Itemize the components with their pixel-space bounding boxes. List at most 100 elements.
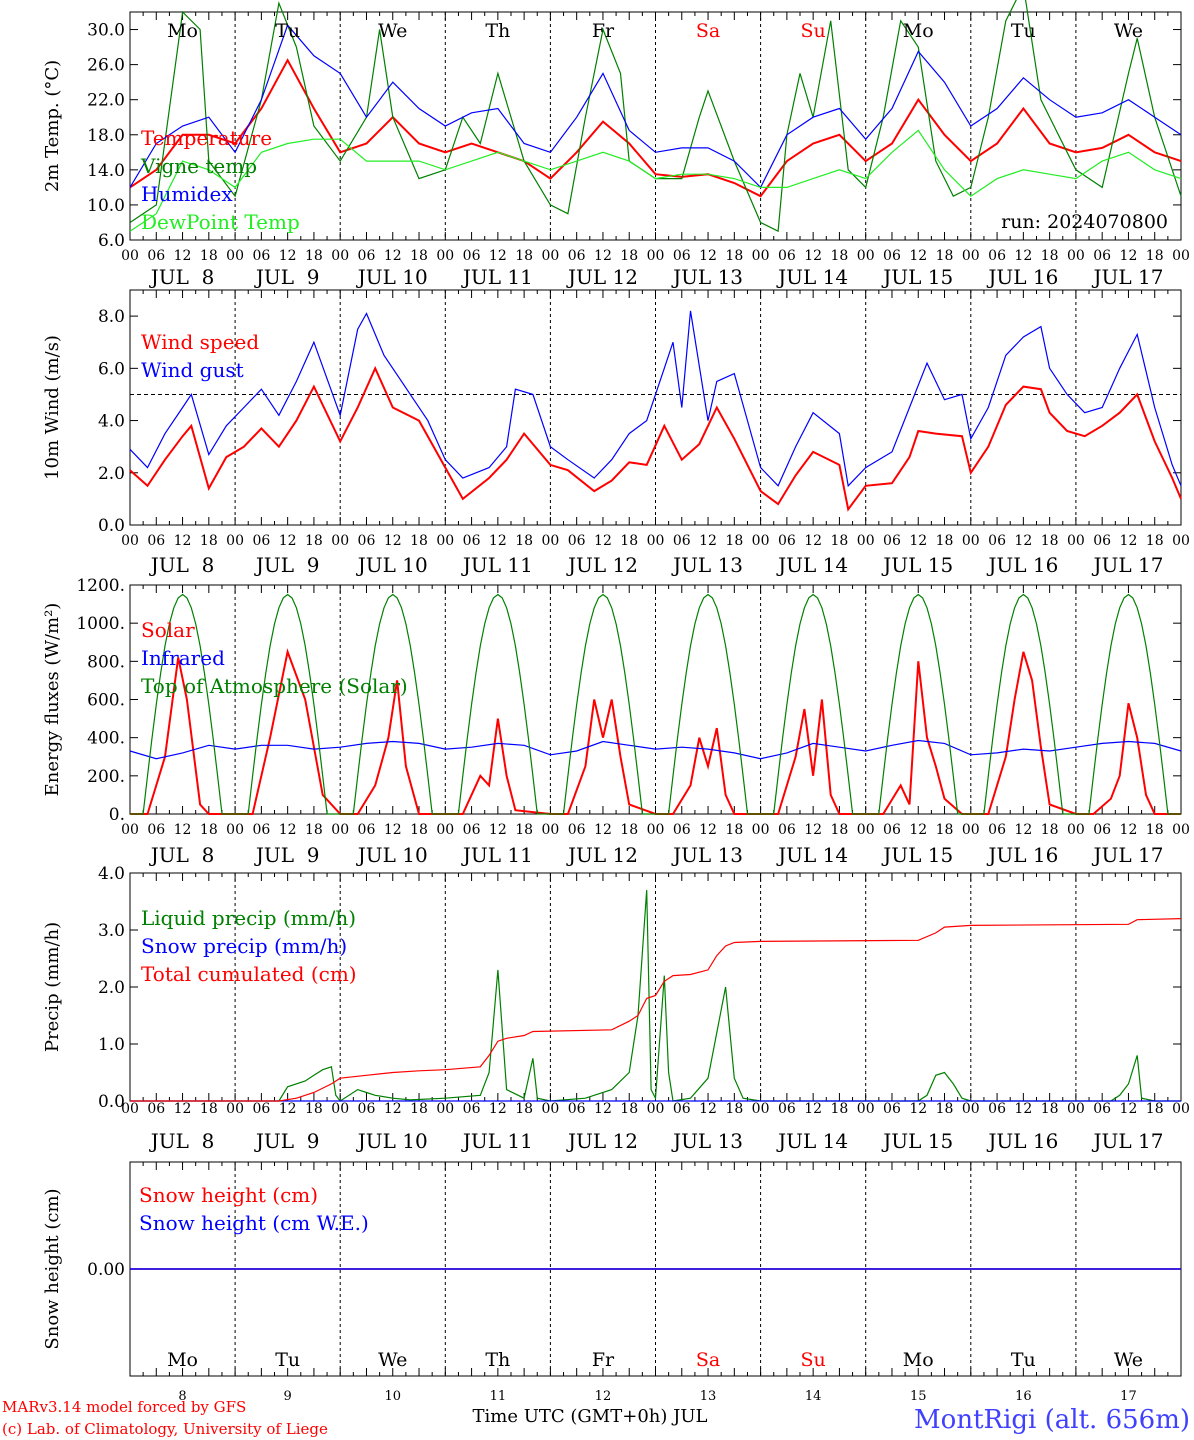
hour-tick-label: 00 bbox=[121, 248, 139, 264]
y-tick-label: 26.0 bbox=[87, 56, 125, 76]
date-label: JUL 9 bbox=[254, 843, 320, 867]
hour-tick-label: 12 bbox=[699, 248, 717, 264]
date-label: JUL 13 bbox=[671, 843, 743, 867]
date-label: JUL 17 bbox=[1091, 1129, 1163, 1153]
weekday-label: Mo bbox=[167, 20, 198, 42]
hour-tick-label: 12 bbox=[1120, 533, 1138, 549]
legend-entry: Snow height (cm) bbox=[139, 1183, 318, 1207]
legend-entry: Wind speed bbox=[141, 330, 259, 354]
hour-tick-label: 18 bbox=[515, 533, 533, 549]
hour-tick-label: 18 bbox=[305, 248, 323, 264]
hour-tick-label: 12 bbox=[594, 248, 612, 264]
hour-tick-label: 18 bbox=[200, 1101, 218, 1117]
hour-tick-label: 06 bbox=[358, 1101, 376, 1117]
hour-tick-label: 06 bbox=[1093, 533, 1111, 549]
y-tick-label: 14.0 bbox=[87, 161, 125, 181]
date-label: JUL 9 bbox=[254, 553, 320, 577]
hour-tick-label: 18 bbox=[1041, 248, 1059, 264]
hour-tick-label: 12 bbox=[1014, 822, 1032, 838]
date-label: JUL 8 bbox=[149, 265, 215, 289]
date-label: JUL 9 bbox=[254, 1129, 320, 1153]
hour-tick-label: 06 bbox=[778, 822, 796, 838]
y-tick-label: 18.0 bbox=[87, 126, 125, 146]
y-tick-label: 1000. bbox=[76, 614, 125, 634]
date-label: JUL 16 bbox=[986, 265, 1058, 289]
hour-tick-label: 18 bbox=[200, 533, 218, 549]
hour-tick-label: 18 bbox=[410, 822, 428, 838]
hour-tick-label: 12 bbox=[279, 248, 297, 264]
hour-tick-label: 12 bbox=[1014, 248, 1032, 264]
hour-tick-label: 00 bbox=[1172, 248, 1190, 264]
hour-tick-label: 12 bbox=[699, 822, 717, 838]
weekday-label: Th bbox=[485, 1349, 510, 1371]
hour-tick-label: 18 bbox=[831, 822, 849, 838]
hour-tick-label: 12 bbox=[594, 1101, 612, 1117]
weekday-label: Mo bbox=[903, 20, 934, 42]
run-annotation: run: 2024070800 bbox=[1001, 211, 1168, 233]
hour-tick-label: 00 bbox=[1067, 1101, 1085, 1117]
hour-tick-label: 00 bbox=[647, 533, 665, 549]
hour-tick-label: 12 bbox=[1014, 533, 1032, 549]
date-label: JUL 8 bbox=[149, 843, 215, 867]
weekday-label: Su bbox=[801, 20, 826, 42]
hour-tick-label: 12 bbox=[489, 1101, 507, 1117]
day-number: 10 bbox=[384, 1389, 401, 1404]
weekday-label: Sa bbox=[696, 1349, 720, 1371]
hour-tick-label: 00 bbox=[331, 822, 349, 838]
hour-tick-label: 00 bbox=[436, 533, 454, 549]
hour-tick-label: 12 bbox=[384, 248, 402, 264]
hour-tick-label: 06 bbox=[147, 533, 165, 549]
date-label: JUL 10 bbox=[356, 843, 428, 867]
hour-tick-label: 18 bbox=[305, 822, 323, 838]
hour-tick-label: 12 bbox=[699, 1101, 717, 1117]
hour-tick-label: 06 bbox=[147, 1101, 165, 1117]
hour-tick-label: 18 bbox=[200, 248, 218, 264]
hour-tick-label: 00 bbox=[1172, 1101, 1190, 1117]
legend-entry: Top of Atmosphere (Solar) bbox=[141, 674, 408, 698]
legend-entry: DewPoint Temp bbox=[141, 210, 300, 234]
date-label: JUL 16 bbox=[986, 843, 1058, 867]
date-label: JUL 11 bbox=[461, 553, 533, 577]
hour-tick-label: 00 bbox=[226, 822, 244, 838]
weekday-label: Tu bbox=[1011, 20, 1036, 42]
hour-tick-label: 18 bbox=[620, 248, 638, 264]
hour-tick-label: 00 bbox=[1067, 533, 1085, 549]
hour-tick-label: 18 bbox=[305, 533, 323, 549]
footer: MARv3.14 model forced by GFS (c) Lab. of… bbox=[2, 1398, 1190, 1438]
hour-tick-label: 12 bbox=[1120, 822, 1138, 838]
hour-tick-label: 00 bbox=[226, 248, 244, 264]
hour-tick-label: 18 bbox=[1146, 1101, 1164, 1117]
hour-tick-label: 06 bbox=[252, 822, 270, 838]
weekday-label: We bbox=[378, 1349, 407, 1371]
hour-tick-label: 18 bbox=[515, 822, 533, 838]
date-label: JUL 13 bbox=[671, 1129, 743, 1153]
date-label: JUL 17 bbox=[1091, 265, 1163, 289]
y-tick-label: 0.00 bbox=[87, 1260, 125, 1280]
y-tick-label: 200. bbox=[87, 767, 125, 787]
date-label: JUL 12 bbox=[566, 265, 638, 289]
hour-tick-label: 18 bbox=[1146, 822, 1164, 838]
y-tick-label: 6.0 bbox=[98, 359, 125, 379]
hour-tick-label: 18 bbox=[410, 1101, 428, 1117]
hour-tick-label: 00 bbox=[436, 248, 454, 264]
day-number: 8 bbox=[178, 1389, 186, 1404]
panel-3: 0. 200. 400. 600. 800. 1000. 1200. Energy fluxe… bbox=[42, 576, 1190, 867]
hour-tick-label: 06 bbox=[463, 1101, 481, 1117]
hour-tick-label: 06 bbox=[463, 248, 481, 264]
series-infrared bbox=[129, 739, 1182, 760]
date-label: JUL 8 bbox=[149, 553, 215, 577]
date-label: JUL 12 bbox=[566, 843, 638, 867]
hour-tick-label: 06 bbox=[673, 248, 691, 264]
hour-tick-label: 00 bbox=[962, 822, 980, 838]
station-name: MontRigi (alt. 656m) bbox=[914, 1405, 1190, 1435]
date-label: JUL 15 bbox=[881, 553, 953, 577]
hour-tick-label: 18 bbox=[936, 822, 954, 838]
hour-tick-label: 06 bbox=[252, 533, 270, 549]
date-label: JUL 10 bbox=[356, 1129, 428, 1153]
y-tick-label: 10.0 bbox=[87, 196, 125, 216]
hour-tick-label: 18 bbox=[1146, 533, 1164, 549]
hour-tick-label: 12 bbox=[804, 248, 822, 264]
hour-tick-label: 06 bbox=[1093, 1101, 1111, 1117]
hour-tick-label: 00 bbox=[121, 822, 139, 838]
